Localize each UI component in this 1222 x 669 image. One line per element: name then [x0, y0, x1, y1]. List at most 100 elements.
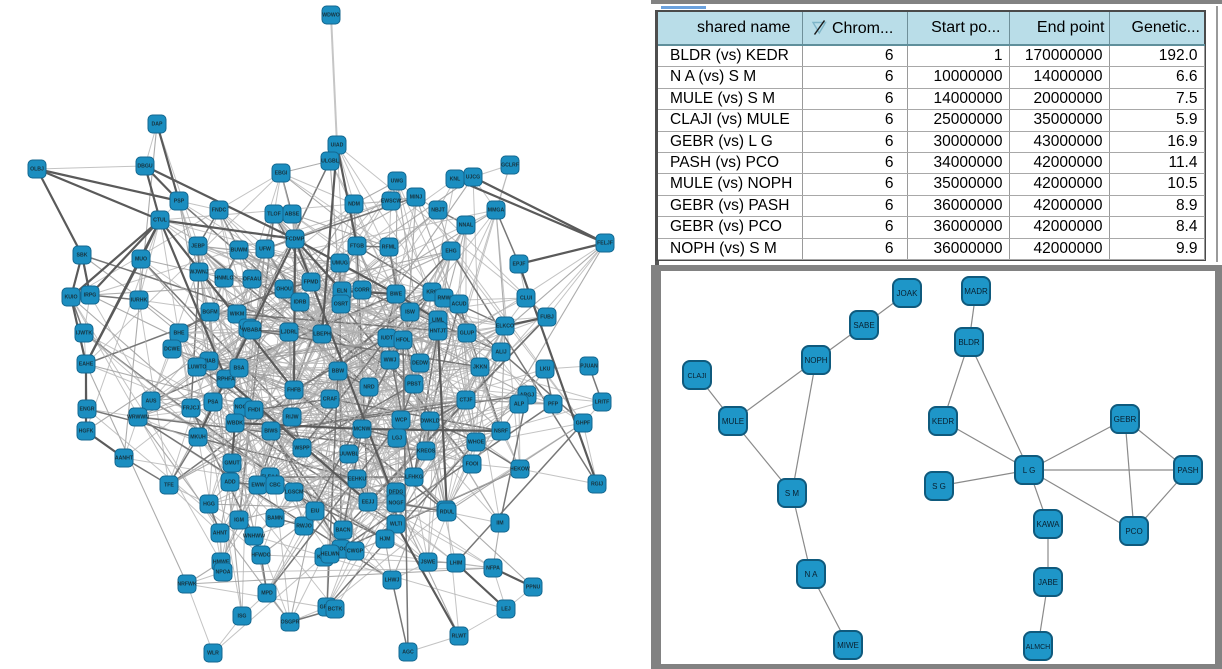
svg-text:CTUL: CTUL	[153, 218, 168, 224]
svg-text:S M: S M	[785, 489, 800, 498]
svg-text:IJWTK: IJWTK	[76, 331, 92, 337]
svg-text:CORR: CORR	[354, 288, 370, 294]
svg-text:DWKLD: DWKLD	[420, 419, 440, 425]
svg-text:WJWNJ: WJWNJ	[189, 270, 208, 276]
svg-text:FNDC: FNDC	[212, 208, 227, 214]
svg-text:NDM: NDM	[348, 202, 360, 208]
svg-text:LRITF: LRITF	[595, 400, 610, 406]
svg-text:DEDW: DEDW	[412, 361, 428, 367]
svg-text:WCP: WCP	[395, 418, 408, 424]
svg-text:MUO: MUO	[135, 257, 147, 263]
svg-text:BBW: BBW	[332, 369, 344, 375]
svg-text:IGM: IGM	[234, 518, 244, 524]
svg-text:LGJ: LGJ	[392, 436, 402, 442]
svg-text:FOOI: FOOI	[466, 462, 479, 468]
svg-text:KRC: KRC	[426, 290, 437, 296]
svg-text:LHIM: LHIM	[450, 561, 463, 567]
svg-text:OHOU: OHOU	[276, 287, 292, 293]
svg-text:MULE: MULE	[722, 417, 744, 426]
svg-text:JEBP: JEBP	[191, 244, 205, 250]
svg-text:EEHKU: EEHKU	[348, 477, 366, 483]
svg-text:DFDG: DFDG	[389, 490, 404, 496]
svg-text:N A: N A	[805, 570, 819, 579]
svg-text:RFML: RFML	[382, 245, 397, 251]
svg-text:ALMCH: ALMCH	[1026, 644, 1051, 651]
svg-text:NBJT: NBJT	[431, 208, 445, 214]
svg-text:WLTI: WLTI	[390, 522, 403, 528]
svg-text:RMW: RMW	[438, 296, 451, 302]
svg-text:HFOL: HFOL	[396, 338, 411, 344]
svg-text:JKKN: JKKN	[473, 365, 487, 371]
svg-text:KUIO: KUIO	[65, 295, 78, 301]
svg-text:WWJ: WWJ	[384, 358, 397, 364]
svg-text:FELJF: FELJF	[597, 241, 613, 247]
svg-text:PSP: PSP	[174, 199, 185, 205]
svg-text:WNHWW: WNHWW	[243, 534, 265, 540]
svg-text:FUBJ: FUBJ	[540, 315, 554, 321]
svg-text:CTJF: CTJF	[460, 398, 473, 404]
svg-text:RIJW: RIJW	[286, 415, 299, 421]
svg-text:PFP: PFP	[548, 402, 559, 408]
svg-text:RPHFA: RPHFA	[217, 377, 235, 383]
svg-text:ISW: ISW	[405, 310, 415, 316]
svg-text:LHWJ: LHWJ	[385, 578, 400, 584]
svg-text:WSPP: WSPP	[294, 446, 310, 452]
svg-text:LUWTO: LUWTO	[188, 365, 207, 371]
svg-text:ALP: ALP	[514, 402, 525, 408]
svg-text:CLAJI: CLAJI	[687, 373, 706, 380]
svg-text:EAHE: EAHE	[79, 362, 94, 368]
svg-text:PSA: PSA	[208, 400, 219, 406]
svg-text:MPD: MPD	[261, 591, 273, 597]
svg-text:IIM: IIM	[496, 521, 503, 527]
svg-text:NPOA: NPOA	[216, 570, 231, 576]
svg-text:MCNW: MCNW	[354, 427, 371, 433]
svg-text:BGFM: BGFM	[202, 310, 217, 316]
svg-text:DCWE: DCWE	[164, 347, 180, 353]
svg-text:BUWM: BUWM	[231, 248, 248, 254]
svg-text:FHDI: FHDI	[248, 408, 261, 414]
svg-text:UMUG: UMUG	[332, 261, 348, 267]
svg-text:ALIJ: ALIJ	[495, 350, 506, 356]
svg-text:HNTJT: HNTJT	[430, 329, 448, 335]
svg-text:CLUI: CLUI	[520, 296, 533, 302]
svg-text:ABSE: ABSE	[285, 212, 300, 218]
svg-text:BLDR: BLDR	[958, 338, 980, 347]
svg-text:WHOE: WHOE	[468, 440, 485, 446]
svg-text:IDRB: IDRB	[294, 300, 307, 306]
svg-text:NNAL: NNAL	[459, 223, 474, 229]
svg-text:MINJ: MINJ	[410, 195, 423, 201]
svg-text:AUS: AUS	[146, 399, 157, 405]
svg-text:KAWA: KAWA	[1037, 520, 1061, 529]
svg-text:SABE: SABE	[853, 321, 874, 330]
svg-text:UUWBL: UUWBL	[339, 452, 359, 458]
svg-text:LGSCM: LGSCM	[285, 490, 304, 496]
svg-text:TFE: TFE	[164, 483, 174, 489]
svg-text:S G: S G	[932, 482, 946, 491]
svg-text:PPNU: PPNU	[526, 585, 541, 591]
svg-text:CWGP: CWGP	[347, 549, 364, 555]
svg-text:ADD: ADD	[224, 480, 235, 486]
svg-text:AGC: AGC	[402, 650, 414, 656]
svg-text:KNL: KNL	[450, 177, 461, 183]
svg-text:NOGF: NOGF	[389, 501, 404, 507]
svg-text:BCTK: BCTK	[328, 607, 343, 613]
svg-text:PBST: PBST	[407, 382, 422, 388]
svg-text:OSGPR: OSGPR	[281, 620, 300, 626]
svg-text:FTGB: FTGB	[350, 244, 364, 250]
svg-text:GLUP: GLUP	[460, 331, 475, 337]
svg-text:AANHT: AANHT	[115, 456, 134, 462]
svg-text:ELKCO: ELKCO	[496, 324, 514, 330]
svg-text:WBABA: WBABA	[242, 328, 262, 334]
svg-text:GEBR: GEBR	[1114, 415, 1137, 424]
svg-text:RDUL: RDUL	[440, 510, 455, 516]
svg-text:NOPH: NOPH	[804, 356, 827, 365]
svg-text:RWJO: RWJO	[296, 524, 311, 530]
svg-text:HGFK: HGFK	[79, 429, 94, 435]
svg-text:NRD: NRD	[363, 385, 374, 391]
svg-text:UJCG: UJCG	[466, 175, 480, 181]
svg-text:DAP: DAP	[152, 122, 163, 128]
svg-text:WBDK: WBDK	[227, 421, 243, 427]
svg-text:LIML: LIML	[432, 318, 445, 324]
svg-text:BACN: BACN	[336, 528, 351, 534]
svg-text:WRWWN: WRWWN	[127, 415, 149, 421]
